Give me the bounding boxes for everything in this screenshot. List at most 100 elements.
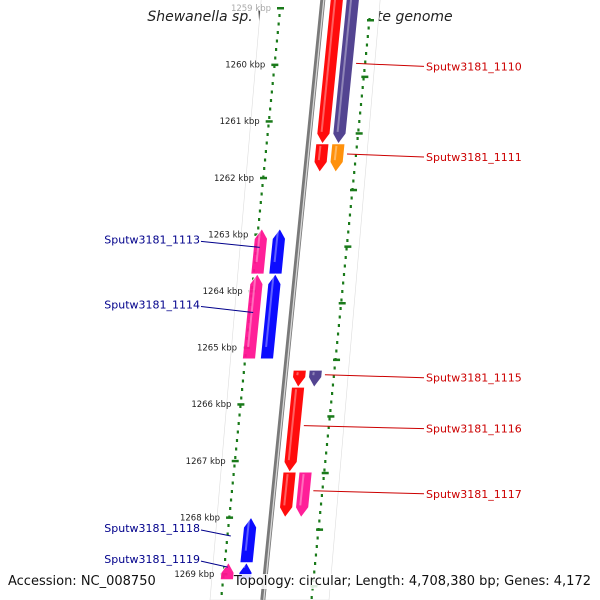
- scale-dot-right: [352, 179, 355, 183]
- scale-dot-right: [359, 111, 362, 115]
- gene-label[interactable]: Sputw3181_1115: [324, 372, 522, 385]
- scale-dot-right: [321, 485, 324, 489]
- scale-tick-label: 1269 kbp: [174, 570, 214, 580]
- scale-tick-right: [321, 471, 329, 475]
- scale-dot-right: [335, 349, 338, 353]
- scale-dot-left: [241, 379, 245, 383]
- scale-dot-left: [220, 592, 223, 595]
- scale-dot-right: [345, 247, 348, 251]
- gene-label-leader: [200, 305, 254, 313]
- gene-arrow[interactable]: [313, 143, 330, 173]
- scale-dot-left: [275, 39, 279, 43]
- genome-axis-group: [260, 0, 326, 600]
- scale-dot-left: [271, 82, 274, 85]
- scale-dot-right: [347, 230, 350, 234]
- scale-dot-left: [257, 226, 260, 230]
- topology-label: Topology: circular; Length: 4,708,380 bp…: [233, 574, 591, 589]
- gene-arrow[interactable]: [316, 0, 344, 145]
- gene-label-leader: [313, 490, 425, 495]
- gene-label-text: Sputw3181_1117: [426, 488, 522, 501]
- scale-dot-left: [263, 158, 267, 162]
- scale-dot-left: [275, 48, 278, 51]
- scale-dot-right: [319, 511, 322, 514]
- gene-highlight: [244, 519, 251, 551]
- gene-label-text: Sputw3181_1119: [104, 553, 200, 566]
- scale-dot-right: [359, 103, 363, 106]
- gene-arrow[interactable]: [329, 143, 346, 173]
- scale-dot-left: [234, 456, 237, 459]
- gene-highlight: [255, 230, 261, 263]
- gene-label-text: Sputw3181_1114: [104, 298, 200, 311]
- scale-dot-right: [331, 383, 335, 387]
- gene-arrow[interactable]: [292, 369, 307, 388]
- scale-tick-left: [231, 459, 239, 463]
- scale-dot-right: [336, 341, 339, 344]
- scale-dot-left: [236, 430, 239, 434]
- gene-features: [219, 0, 360, 581]
- scale-dot-right: [353, 171, 356, 174]
- scale-tick-left: [226, 516, 234, 519]
- gene-label[interactable]: Sputw3181_1117: [313, 488, 522, 501]
- gene-arrow[interactable]: [283, 386, 306, 473]
- scale-dot-left: [227, 524, 230, 527]
- scale-dot-right: [338, 315, 341, 319]
- gene-arrow[interactable]: [332, 0, 360, 145]
- gene-label[interactable]: Sputw3181_1118: [104, 522, 231, 537]
- scale-dot-left: [231, 481, 234, 485]
- scale-dot-right: [348, 213, 352, 217]
- gene-highlight: [333, 145, 338, 161]
- scale-dot-right: [319, 502, 323, 506]
- gene-label[interactable]: Sputw3181_1113: [104, 233, 260, 248]
- scale-tick-label: 1263 kbp: [208, 230, 248, 240]
- scale-dot-right: [344, 256, 347, 259]
- scale-dot-left: [258, 218, 261, 221]
- gene-arrow[interactable]: [308, 369, 323, 388]
- gene-label[interactable]: Sputw3181_1110: [356, 60, 522, 73]
- gene-arrow[interactable]: [259, 273, 282, 360]
- gene-highlight: [317, 145, 322, 161]
- scale-dot-left: [274, 56, 277, 60]
- gene-arrow[interactable]: [241, 273, 264, 360]
- scale-dot-right: [336, 332, 340, 336]
- scale-tick-right: [327, 415, 335, 418]
- scale-dot-right: [313, 570, 316, 574]
- gene-label[interactable]: Sputw3181_1119: [104, 553, 228, 568]
- scale-dot-left: [276, 31, 279, 34]
- scale-dot-right: [315, 545, 318, 548]
- gene-arrow[interactable]: [295, 471, 313, 519]
- scale-tick-right: [361, 75, 369, 79]
- scale-dot-right: [356, 137, 359, 140]
- scale-dot-left: [229, 507, 232, 510]
- scale-tick-right: [316, 528, 324, 531]
- scale-dot-left: [268, 116, 271, 119]
- gene-label[interactable]: Sputw3181_1116: [303, 423, 522, 436]
- gene-label[interactable]: Sputw3181_1114: [104, 298, 254, 313]
- scale-dot-right: [316, 536, 319, 540]
- gene-arrow[interactable]: [279, 471, 297, 519]
- genome-axis: [260, 0, 326, 600]
- gene-label[interactable]: Sputw3181_1111: [346, 151, 522, 164]
- scale-dot-right: [349, 205, 352, 208]
- gene-highlight: [336, 0, 352, 132]
- scale-dot-right: [341, 290, 344, 293]
- scale-dot-left: [273, 65, 276, 68]
- scale-dot-right: [353, 162, 357, 166]
- scale-dot-right: [314, 553, 318, 557]
- scale-dot-left: [224, 558, 227, 561]
- scale-tick-right: [333, 358, 341, 362]
- gene-label-leader: [346, 153, 425, 158]
- gene-highlight: [265, 275, 275, 348]
- scale-tick-right: [344, 245, 352, 248]
- scale-dot-left: [269, 107, 272, 111]
- scale-tick-label: 1259 kbp: [231, 4, 271, 14]
- scale-dot-left: [241, 388, 244, 391]
- gene-arrow[interactable]: [219, 561, 235, 581]
- scale-dot-right: [355, 145, 358, 149]
- scale-dot-right: [314, 562, 317, 565]
- gene-label-leader: [200, 560, 228, 568]
- gene-label-leader: [200, 529, 231, 537]
- gene-highlight: [287, 389, 298, 461]
- scale-dot-right: [361, 86, 364, 89]
- scale-dot-right: [329, 409, 332, 412]
- scale-dot-right: [367, 26, 370, 30]
